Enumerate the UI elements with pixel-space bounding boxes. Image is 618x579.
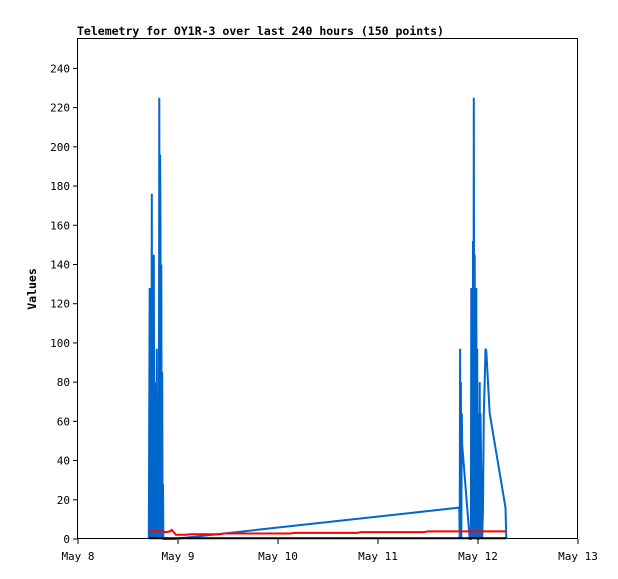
y-tick-label: 60 bbox=[57, 415, 70, 428]
y-tick-label: 0 bbox=[63, 533, 70, 546]
x-tick-label: May 13 bbox=[558, 550, 598, 563]
y-tick-label: 120 bbox=[50, 298, 70, 311]
y-tick-label: 40 bbox=[57, 455, 70, 468]
chart-title: Telemetry for OY1R-3 over last 240 hours… bbox=[77, 24, 444, 38]
series-line-2 bbox=[148, 528, 507, 536]
y-tick-label: 220 bbox=[50, 102, 70, 115]
y-axis-label: Values bbox=[25, 268, 39, 310]
x-tick-label: May 8 bbox=[61, 550, 94, 563]
x-tick-label: May 9 bbox=[161, 550, 194, 563]
y-tick-label: 80 bbox=[57, 376, 70, 389]
x-tick-label: May 11 bbox=[358, 550, 398, 563]
y-tick-label: 20 bbox=[57, 494, 70, 507]
y-tick-label: 100 bbox=[50, 337, 70, 350]
y-tick-label: 180 bbox=[50, 180, 70, 193]
y-tick-label: 140 bbox=[50, 258, 70, 271]
ticks-group: 0 20 40 60 80 100 120 140 160 180 200 220 240 May 8 Ma… bbox=[50, 62, 598, 563]
y-tick-label: 200 bbox=[50, 141, 70, 154]
y-tick-label: 240 bbox=[50, 62, 70, 75]
y-tick-label: 160 bbox=[50, 219, 70, 232]
x-tick-label: May 10 bbox=[258, 550, 298, 563]
series-group bbox=[147, 97, 508, 540]
x-tick-label: May 12 bbox=[458, 550, 498, 563]
